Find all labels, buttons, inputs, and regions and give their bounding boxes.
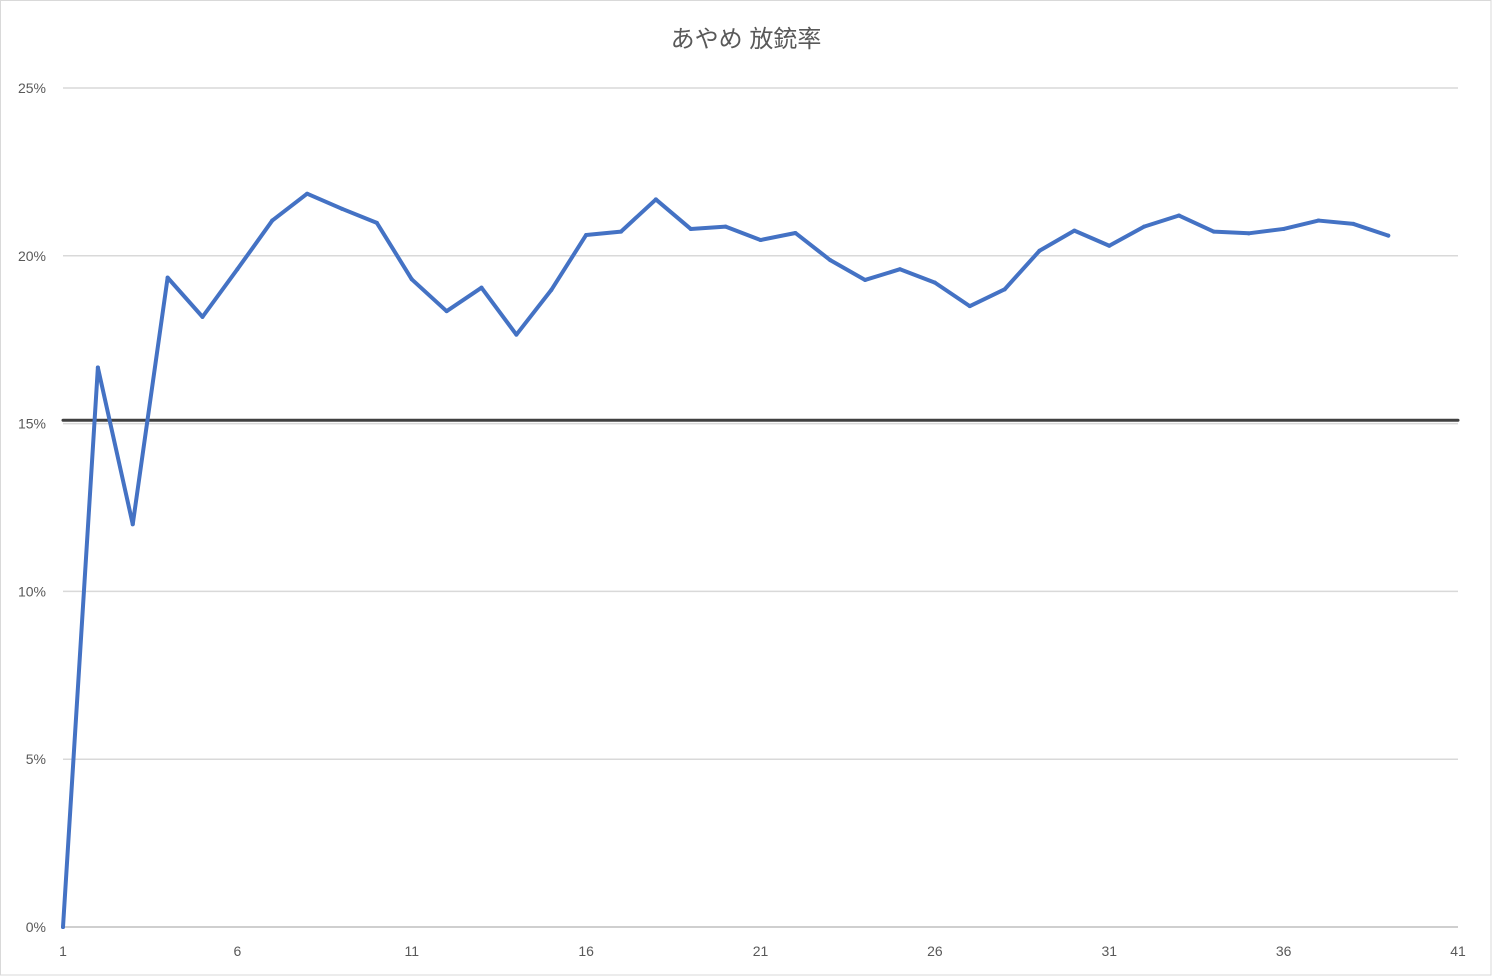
data-point (374, 220, 379, 225)
x-tick-label: 41 (1450, 943, 1466, 959)
data-point (95, 365, 100, 370)
data-point (967, 304, 972, 309)
data-point (1107, 243, 1112, 248)
data-point (688, 226, 693, 231)
data-point (1316, 218, 1321, 223)
data-point (305, 191, 310, 196)
data-point (932, 280, 937, 285)
data-point (1211, 229, 1216, 234)
data-point (793, 230, 798, 235)
data-point (1177, 213, 1181, 218)
data-point (584, 232, 589, 237)
data-point (758, 238, 763, 243)
data-point (1386, 233, 1391, 238)
data-point (1246, 231, 1251, 236)
data-point (444, 309, 449, 314)
x-axis-tick-labels: 1 6 11 16 21 26 31 36 41 (59, 943, 1466, 959)
data-point (898, 267, 902, 272)
x-tick-label: 26 (927, 943, 943, 959)
x-tick-label: 11 (404, 943, 419, 959)
y-tick-label: 25% (18, 80, 46, 96)
data-point (340, 206, 344, 211)
y-tick-label: 0% (26, 919, 46, 935)
data-point (514, 332, 519, 337)
x-tick-label: 16 (578, 943, 594, 959)
data-point (653, 197, 658, 202)
data-point (270, 218, 275, 223)
data-point (1072, 228, 1077, 233)
gridlines (63, 87, 1458, 928)
x-tick-label: 6 (233, 943, 241, 959)
data-point (723, 224, 728, 229)
y-tick-label: 15% (18, 416, 46, 432)
data-point (1142, 224, 1147, 229)
series-group (61, 191, 1460, 929)
data-point (61, 925, 65, 929)
data-point (1281, 226, 1286, 231)
y-tick-label: 20% (18, 248, 46, 264)
data-point (130, 522, 135, 527)
x-tick-label: 21 (753, 943, 769, 959)
data-point (235, 267, 240, 272)
data-point (549, 288, 554, 293)
data-point (200, 314, 205, 319)
y-tick-label: 10% (18, 583, 46, 599)
data-point (409, 277, 414, 282)
x-tick-label: 31 (1101, 943, 1117, 959)
x-tick-label: 1 (59, 943, 67, 959)
y-tick-label: 5% (26, 751, 46, 767)
data-point (1002, 287, 1007, 292)
y-axis-tick-labels: 0% 5% 10% 15% 20% 25% (18, 80, 46, 935)
data-point (1037, 248, 1042, 253)
data-point (828, 258, 833, 263)
data-point (479, 285, 484, 290)
data-point (619, 229, 623, 234)
data-point (863, 277, 868, 282)
data-point (1351, 221, 1356, 226)
chart-title: あやめ 放銃率 (671, 26, 822, 53)
data-point (165, 275, 170, 280)
x-tick-label: 36 (1276, 943, 1292, 959)
